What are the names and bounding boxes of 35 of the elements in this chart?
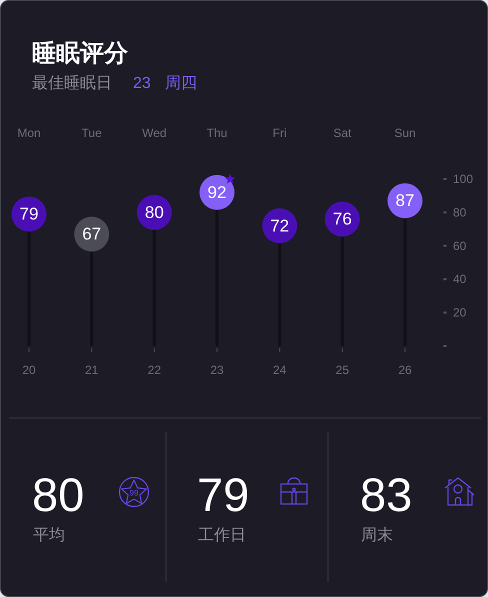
x2-tick-label: 20 (22, 363, 36, 377)
x2-tick-label: 26 (398, 363, 412, 377)
data-label: 67 (82, 224, 102, 244)
x-tick-label: Sat (333, 126, 352, 140)
text: 83 (360, 468, 412, 521)
data-label: 79 (20, 204, 38, 224)
x-tick-label: Mon (17, 126, 41, 140)
y-tick-label: 80 (453, 205, 467, 220)
data-label: 92 (208, 182, 226, 202)
data-label: 87 (396, 191, 414, 210)
text: 79 (197, 468, 250, 521)
y-tick-label: 20 (453, 306, 467, 320)
y-tick-label: 100 (453, 172, 474, 186)
y-tick-label: 40 (453, 272, 467, 286)
text: 工作日 (198, 527, 246, 544)
text: 80 (32, 468, 84, 521)
data-label: 80 (144, 202, 164, 222)
text: 平均 (33, 527, 65, 544)
x-tick-label: Thu (206, 126, 228, 140)
x2-tick-label: 23 (210, 363, 224, 377)
x-tick-label: Tue (82, 126, 102, 140)
x-tick-label: Fri (272, 126, 287, 140)
star-badge-icon: 99 (118, 476, 150, 508)
x2-tick-label: 24 (272, 363, 287, 377)
text: 周末 (361, 526, 393, 544)
data-label: 72 (270, 216, 290, 236)
y-tick-label: 60 (453, 238, 467, 253)
x2-tick-label: 21 (84, 363, 99, 377)
x2-tick-label: 25 (336, 363, 350, 377)
x-tick-label: Sun (394, 126, 416, 140)
text: 最佳睡眠日 23 周四 (32, 75, 197, 92)
chart-title: 睡眠评分 (32, 40, 129, 67)
x2-tick-label: 22 (148, 363, 162, 377)
data-label: 76 (332, 210, 352, 229)
x-tick-label: Wed (142, 126, 167, 140)
